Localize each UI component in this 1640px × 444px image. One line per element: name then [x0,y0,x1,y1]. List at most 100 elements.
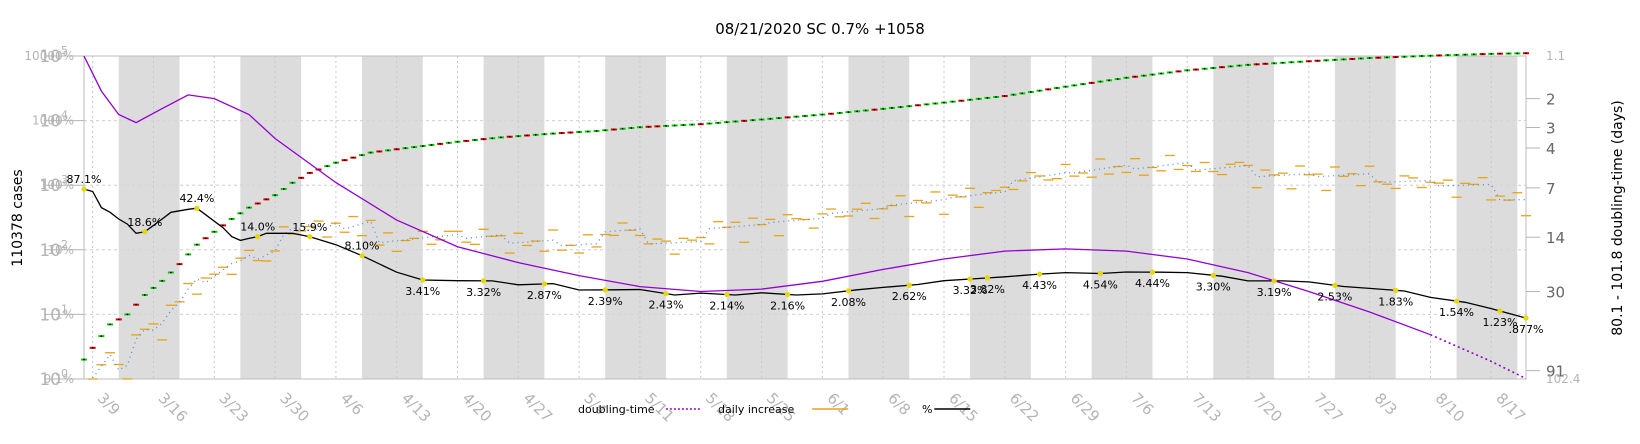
cases-point [1125,76,1128,79]
cases-point [248,206,250,209]
cases-point [1238,64,1241,67]
percent-annotation: 2.16% [770,299,805,312]
dt-tick-label: 3 [1546,119,1556,137]
cases-point [534,133,537,136]
cases-point [100,335,103,338]
y-tick-exponent: 0 [61,367,68,380]
y-tick-exponent: 2 [61,238,68,251]
cases-point [161,280,164,282]
cases-point [1325,59,1328,62]
week-band [240,56,302,379]
cases-point [1012,93,1015,96]
percent-marker [81,186,87,192]
cases-point [647,125,650,128]
cases-point [109,323,111,326]
cases-point [639,126,641,129]
cases-point [873,108,876,111]
cases-point [725,121,728,124]
cases-point [1090,81,1093,84]
cases-point [795,115,798,118]
cases-point [1255,63,1258,66]
percent-marker [1393,287,1399,293]
dt-tick-label: 14 [1546,229,1565,247]
cases-point [1003,95,1006,97]
percent-annotation: 1.54% [1439,306,1474,319]
cases-point [760,118,763,121]
cases-point [934,102,937,105]
dt-tick-label: 1.1 [1546,49,1565,63]
cases-point [986,97,989,99]
cases-point [91,346,94,349]
cases-point [1403,55,1406,58]
cases-point [1438,54,1441,57]
cases-point [1229,65,1232,68]
percent-annotation: 4.44% [1135,277,1170,290]
cases-point [951,100,954,103]
percent-marker [1332,282,1338,288]
x-tick-label: 6/8 [884,389,914,419]
cases-point [395,148,398,151]
dt-tick-label: 4 [1546,140,1556,158]
percent-annotation: 2.43% [649,299,684,312]
cases-point [1151,73,1154,76]
x-tick-label: 6/1 [824,389,854,419]
cases-point [569,131,572,134]
percent-annotation: 8.10% [344,240,379,253]
pct-tick-label: 1% [55,307,74,321]
cases-point [1264,62,1267,65]
cases-point [1516,52,1519,55]
cases-point [778,117,780,119]
x-tick-label: 8/17 [1492,389,1529,426]
percent-annotation: 3.32% [466,286,501,299]
cases-point [1160,72,1163,75]
cases-point [1394,56,1397,58]
cases-point [447,141,450,144]
percent-annotation: 2.14% [709,299,744,312]
x-tick-label: 6/15 [945,389,982,426]
cases-point [969,98,971,101]
cases-point [751,119,754,122]
cases-point [621,127,624,130]
cases-point [187,253,190,256]
cases-point [821,113,824,116]
cases-point [1429,54,1432,57]
cases-point [169,271,172,274]
cases-point [1290,61,1293,64]
percent-annotation: 18.6% [127,216,162,229]
x-tick-label: 7/27 [1310,389,1347,426]
percent-marker [541,281,547,287]
cases-point [387,149,389,152]
percent-marker [142,229,148,235]
cases-point [1082,83,1084,86]
cases-point [1038,89,1041,92]
dt-tick-label: 30 [1546,284,1565,302]
cases-point [604,129,607,132]
percent-annotation: 2.08% [831,296,866,309]
cases-point [908,105,911,108]
percent-marker [984,275,991,281]
x-tick-label: 4/20 [459,389,496,426]
cases-point [274,194,277,197]
cases-point [308,172,311,174]
cases-point [1195,68,1197,71]
cases-point [1499,52,1501,55]
y-tick-exponent: 4 [61,109,68,122]
percent-marker [1036,271,1043,277]
cases-point [1116,78,1119,80]
cases-point [178,263,181,266]
x-tick-label: 3/23 [215,389,252,426]
cases-point [977,97,980,100]
cases-point [917,104,919,107]
cases-point [204,237,207,240]
percent-annotation: .877% [1509,323,1544,336]
cases-point [421,145,424,147]
y-axis-right-label: 80.1 - 101.8 doubling-time (days) [1610,100,1626,336]
cases-point [899,106,902,108]
cases-point [143,294,146,296]
percent-marker [1453,298,1460,304]
percent-marker [1523,315,1529,321]
cases-point [491,137,494,140]
cases-point [1333,58,1336,61]
cases-point [474,139,476,141]
